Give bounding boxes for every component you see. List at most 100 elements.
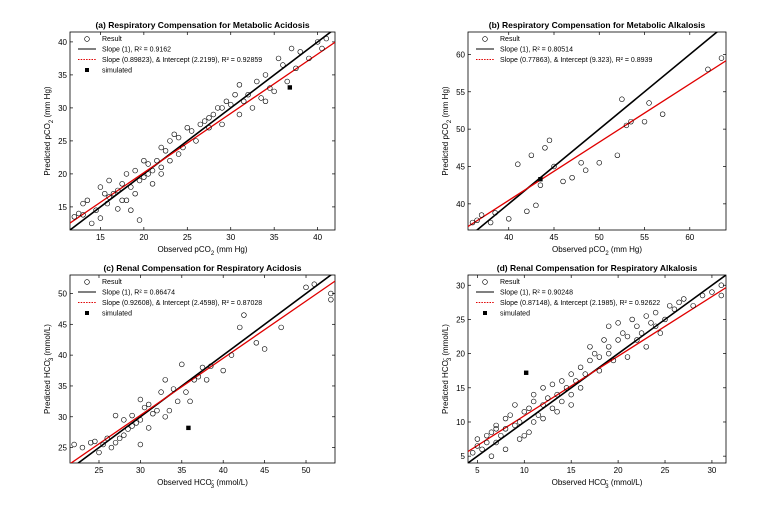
panel-d-data-point xyxy=(493,439,499,446)
panel-d-data-point xyxy=(638,330,645,336)
panel-d-data-point xyxy=(601,337,607,343)
panel-d-data-point xyxy=(502,426,509,432)
panel-b-legend-entry: Slope (1), R² = 0.80514 xyxy=(500,47,573,54)
panel-c-data-point xyxy=(241,312,247,318)
panel-d-legend-entry: simulated xyxy=(500,311,530,318)
panel-b-x-tick-label: 45 xyxy=(550,233,559,242)
panel-d-data-point xyxy=(634,337,640,343)
panel-a-data-point xyxy=(223,98,230,105)
panel-d-data-point xyxy=(610,357,617,364)
panel-a-legend-entry: Slope (1), R² = 0.9162 xyxy=(102,47,171,54)
panel-d-data-point xyxy=(568,402,574,408)
panel-b-legend-entry: Result xyxy=(500,36,520,43)
panel-b-data-point xyxy=(469,219,476,226)
panel-d-y-tick-label: 25 xyxy=(456,315,465,324)
panel-d-y-tick-label: 10 xyxy=(456,418,465,427)
panel-b-legend: Result Slope (1), R² = 0.80514 Slope (0.77… xyxy=(476,36,652,64)
panel-a-axes-frame xyxy=(69,31,336,231)
panel-b-legend-entry: Slope (0.77863), & Intercept (9.323), R²… xyxy=(500,57,652,64)
panel-d-data-point xyxy=(615,337,621,343)
panel-c-x-tick-label: 35 xyxy=(177,466,186,475)
panel-a-y-tick-label: 20 xyxy=(58,170,67,179)
panel-d-data-point xyxy=(474,436,481,442)
panel-c-data-point xyxy=(141,404,148,411)
panel-b-data-point xyxy=(546,137,553,144)
panel-b-identity-line xyxy=(475,32,719,230)
panel-b-data-point xyxy=(614,152,621,158)
panel-c: (c) Renal Compensation for Respiratory A… xyxy=(43,263,336,490)
panel-c-y-tick-label: 25 xyxy=(58,444,67,453)
panel-c-data-point xyxy=(187,398,193,405)
panel-b-data-point xyxy=(628,118,634,125)
panel-a-fit-line xyxy=(70,41,335,224)
panel-d-x-tick-label: 5 xyxy=(475,466,480,475)
panel-d-fit-line xyxy=(468,286,726,453)
panel-d-data-point xyxy=(521,409,527,415)
panel-d-data-point xyxy=(502,415,509,422)
panel-d-data-point xyxy=(577,385,584,391)
panel-c-data-point xyxy=(253,340,260,346)
panel-c-data-point xyxy=(166,407,173,414)
panel-d-data-point xyxy=(549,381,556,388)
panel-c-data-point xyxy=(137,441,144,448)
panel-c-legend-entry: simulated xyxy=(102,311,132,318)
panel-a-legend-entry: Result xyxy=(102,36,122,43)
panel-a-data-point xyxy=(167,138,173,144)
panel-d-data-point xyxy=(559,398,565,405)
panel-c-identity-line xyxy=(76,275,333,463)
panel-a-data-point xyxy=(258,95,264,101)
panel-d-data-point xyxy=(498,432,504,439)
panel-d-data-point xyxy=(667,303,673,309)
panel-d-y-tick-label: 30 xyxy=(456,281,465,290)
panel-a-data-point xyxy=(132,191,138,197)
panel-a-data-point xyxy=(89,220,95,227)
panel-a-data-point xyxy=(123,171,130,177)
panel-a-data-point xyxy=(102,191,108,197)
panel-b-data-point xyxy=(582,167,589,173)
panel-c-data-point xyxy=(303,284,309,291)
panel-a-identity-line xyxy=(70,32,332,230)
panel-a-data-point xyxy=(206,115,212,121)
panel-a: (a) Respiratory Compensation for Metabol… xyxy=(43,20,336,257)
panel-b-data-point xyxy=(641,118,648,125)
panel-d-data-point xyxy=(606,350,612,357)
panel-d-data-point xyxy=(554,409,560,415)
panel-c-legend: Result Slope (1), R² = 0.86474 Slope (0.92… xyxy=(78,279,262,318)
panel-d-axes-frame xyxy=(467,274,727,464)
panel-a-data-point xyxy=(71,214,78,220)
panel-a-legend-entry: simulated xyxy=(102,68,132,75)
panel-a-data-point xyxy=(136,217,143,223)
panel-c-data-point xyxy=(228,352,235,358)
panel-d-data-point xyxy=(530,398,537,405)
panel-b-y-tick-label: 40 xyxy=(456,200,465,209)
panel-d-data-point xyxy=(549,405,556,412)
panel-a-y-tick-label: 15 xyxy=(58,203,67,212)
panel-d-data-point xyxy=(530,419,537,425)
panel-d-data-point xyxy=(526,429,532,435)
panel-a-data-point xyxy=(136,177,143,184)
panel-d-data-point xyxy=(507,412,513,418)
panel-a-data-point xyxy=(219,105,225,111)
panel-a-data-point xyxy=(297,49,303,55)
panel-d-data-point xyxy=(652,309,659,316)
panel-a-data-point xyxy=(262,72,269,78)
panel-a-data-point xyxy=(158,171,164,177)
panel-c-data-point xyxy=(154,407,160,414)
panel-c-data-point xyxy=(328,296,334,303)
panel-d-data-point xyxy=(652,323,659,329)
panel-d-data-point xyxy=(718,282,725,288)
panel-d-data-point xyxy=(563,385,570,391)
panel-a-data-point xyxy=(215,105,221,111)
panel-d-legend-result-marker xyxy=(482,279,488,285)
panel-b-data-point xyxy=(659,111,666,117)
panel-c-data-point xyxy=(100,441,106,448)
panel-b-data-point xyxy=(506,216,512,222)
panel-b-data-point xyxy=(542,145,548,151)
panel-d-data-point xyxy=(540,385,546,391)
panel-c-legend-entry: Result xyxy=(102,279,122,286)
panel-a-data-point xyxy=(162,148,169,154)
panel-d-data-point xyxy=(526,405,532,412)
panel-d-x-tick-label: 25 xyxy=(661,466,670,475)
panel-c-data-point xyxy=(125,426,131,432)
panel-a-x-tick-label: 25 xyxy=(183,233,192,242)
